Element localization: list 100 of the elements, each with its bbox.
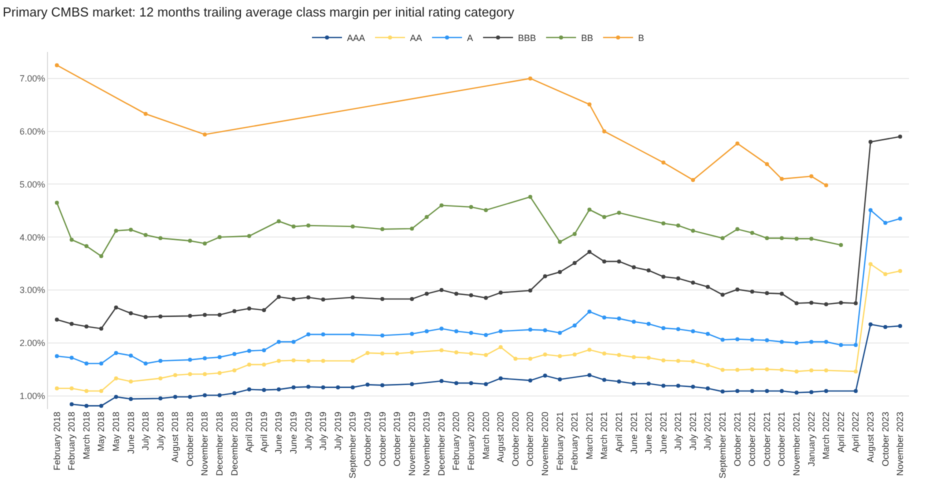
legend-label: BBB xyxy=(518,33,536,44)
x-tick-label: July 2021 xyxy=(688,412,698,450)
point xyxy=(202,372,207,376)
point xyxy=(276,294,281,299)
point xyxy=(691,384,696,389)
point xyxy=(558,240,562,244)
point xyxy=(809,300,814,305)
point xyxy=(764,162,769,166)
point xyxy=(558,377,562,382)
point xyxy=(764,338,769,342)
y-tick-label: 5.00% xyxy=(20,179,46,190)
point xyxy=(691,178,696,182)
x-tick-label: October 2021 xyxy=(732,412,742,466)
point xyxy=(750,367,754,372)
point xyxy=(306,384,310,389)
point xyxy=(262,308,266,312)
point xyxy=(144,314,148,319)
point xyxy=(706,363,710,368)
point xyxy=(498,345,503,350)
point xyxy=(114,228,118,233)
point xyxy=(854,343,858,347)
point xyxy=(809,368,814,372)
point xyxy=(824,340,828,344)
point xyxy=(868,322,873,326)
point xyxy=(676,223,680,228)
point xyxy=(350,358,355,363)
point xyxy=(543,274,548,278)
point xyxy=(292,385,296,390)
point xyxy=(440,288,444,292)
x-tick-label: June 2019 xyxy=(274,412,284,454)
point xyxy=(128,396,133,401)
point xyxy=(99,326,104,331)
point xyxy=(868,208,873,212)
point xyxy=(617,353,622,358)
x-tick-label: July 2019 xyxy=(303,412,314,450)
point xyxy=(602,215,606,220)
point xyxy=(543,374,548,378)
point xyxy=(661,160,666,165)
point xyxy=(809,390,814,394)
point xyxy=(54,318,59,322)
point xyxy=(173,394,178,399)
point xyxy=(572,352,577,357)
point xyxy=(617,210,622,215)
point xyxy=(99,362,104,366)
point xyxy=(646,356,651,360)
point xyxy=(424,329,429,334)
point xyxy=(218,312,222,317)
x-tick-label: June 2021 xyxy=(644,412,654,454)
y-tick-label: 3.00% xyxy=(20,285,46,296)
point xyxy=(232,352,236,356)
point xyxy=(883,325,888,330)
point xyxy=(838,343,843,347)
point xyxy=(454,292,458,296)
point xyxy=(794,236,799,241)
point xyxy=(661,384,666,388)
point xyxy=(247,234,252,238)
x-tick-label: March 2018 xyxy=(81,412,92,460)
point xyxy=(114,394,118,399)
point xyxy=(587,102,592,106)
point xyxy=(632,265,636,270)
point xyxy=(380,383,384,388)
point xyxy=(158,236,162,240)
x-tick-label: February 2018 xyxy=(52,412,62,470)
point xyxy=(158,376,162,380)
y-tick-label: 7.00% xyxy=(20,74,46,84)
point xyxy=(661,358,666,362)
point xyxy=(617,316,622,321)
point xyxy=(764,291,769,296)
point xyxy=(617,259,622,264)
point xyxy=(676,358,680,363)
point xyxy=(202,393,207,398)
point xyxy=(898,216,902,221)
x-tick-label: October 2020 xyxy=(510,412,520,466)
point xyxy=(854,301,858,306)
point xyxy=(440,378,444,383)
point xyxy=(144,112,148,116)
x-tick-label: April 2022 xyxy=(836,412,846,452)
point xyxy=(380,227,384,232)
point xyxy=(824,368,828,372)
point xyxy=(854,389,858,394)
point xyxy=(780,340,784,344)
point xyxy=(794,390,799,395)
point xyxy=(484,332,488,337)
x-tick-label: October 2021 xyxy=(747,412,758,466)
point xyxy=(661,221,666,226)
x-tick-label: September 2021 xyxy=(718,412,728,478)
x-tick-label: June 2021 xyxy=(658,412,668,454)
point xyxy=(202,132,207,137)
x-tick-label: May 2018 xyxy=(110,412,121,452)
point xyxy=(587,310,592,314)
point xyxy=(780,292,784,296)
point xyxy=(454,329,458,334)
point xyxy=(54,386,59,390)
point xyxy=(543,328,548,332)
point xyxy=(868,140,873,144)
point xyxy=(469,204,474,209)
point xyxy=(380,333,384,338)
point xyxy=(232,391,236,396)
point xyxy=(706,332,710,336)
point xyxy=(306,295,310,300)
